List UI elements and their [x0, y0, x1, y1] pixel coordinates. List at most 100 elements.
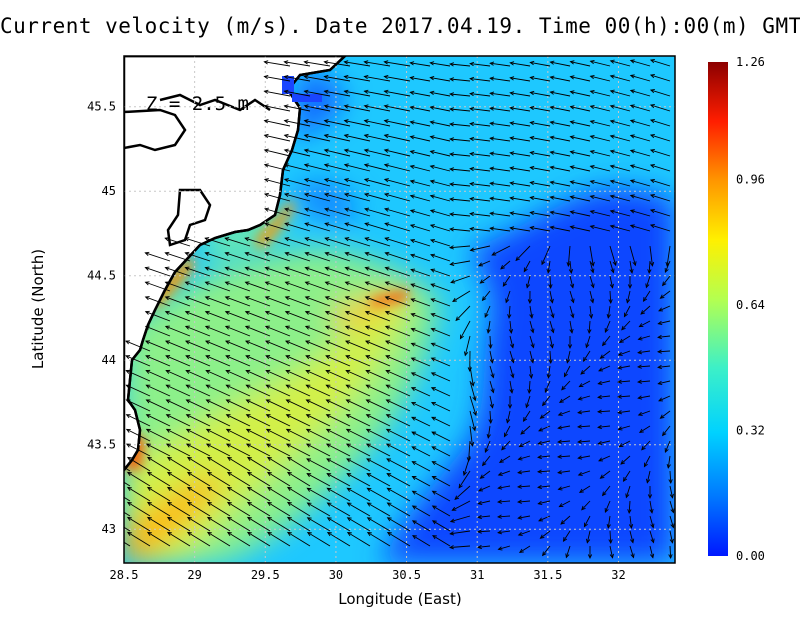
current-arrow [207, 532, 231, 547]
current-arrow [266, 384, 291, 397]
current-arrow-head [146, 471, 152, 477]
current-arrow-head [529, 105, 535, 111]
current-arrow [126, 414, 151, 427]
current-arrow [650, 224, 671, 232]
current-arrow [287, 532, 311, 547]
current-arrow-head [618, 338, 624, 343]
current-arrow-head [604, 508, 609, 514]
current-arrow-head [363, 74, 369, 80]
current-arrow [410, 136, 431, 142]
current-arrow-head [609, 59, 615, 64]
current-arrow-head [597, 380, 603, 386]
current-arrow [387, 532, 411, 547]
current-arrow-head [509, 91, 515, 96]
current-arrow [432, 446, 451, 457]
current-arrow [127, 532, 151, 547]
current-arrow-head [205, 428, 211, 433]
land-area [124, 56, 347, 473]
current-arrow [206, 370, 231, 382]
current-arrow [589, 290, 594, 303]
current-arrow [364, 178, 391, 187]
current-arrow-head [164, 266, 170, 271]
current-arrow-head [503, 432, 508, 438]
current-arrow-head [365, 340, 370, 345]
current-arrow-head [481, 461, 487, 467]
current-arrow-head [184, 237, 190, 242]
current-arrow [430, 121, 451, 127]
current-arrow-head [224, 296, 230, 301]
current-arrow [578, 395, 591, 400]
current-arrow-head [285, 340, 290, 345]
current-arrow-head [366, 531, 372, 537]
current-arrow [570, 76, 591, 82]
current-arrow [498, 530, 511, 534]
current-arrow-head [305, 369, 311, 374]
current-arrow [490, 62, 511, 67]
current-arrow-head [629, 149, 635, 154]
current-arrow [430, 269, 451, 277]
current-arrow-head [569, 180, 575, 185]
current-arrow-head [205, 384, 211, 389]
current-arrow [667, 455, 671, 468]
current-arrow-head [537, 454, 542, 460]
current-arrow [386, 399, 411, 412]
current-arrow [478, 260, 491, 267]
current-arrow-head [641, 445, 646, 451]
current-arrow [246, 399, 271, 412]
current-arrow-head [649, 179, 655, 184]
current-arrow [432, 535, 451, 547]
current-arrow [245, 355, 271, 367]
current-arrow [490, 182, 511, 187]
current-arrow [284, 208, 311, 217]
current-arrow [266, 414, 291, 427]
current-arrow [145, 311, 171, 322]
current-arrow [469, 380, 476, 401]
current-arrow-head [658, 307, 664, 312]
current-arrow-head [629, 209, 635, 214]
current-arrow-head [386, 458, 392, 463]
current-arrow-head [346, 473, 352, 478]
current-arrow [306, 370, 331, 382]
current-arrow [307, 487, 331, 502]
current-arrow [304, 134, 331, 142]
current-arrow [549, 350, 552, 364]
current-arrow-head [185, 399, 191, 404]
current-arrow [538, 500, 551, 505]
current-arrow [186, 443, 211, 457]
current-arrow [549, 335, 553, 348]
current-arrow-head [244, 310, 250, 315]
current-arrow [525, 395, 531, 408]
current-arrow [226, 428, 251, 442]
current-arrow-head [411, 520, 417, 525]
current-arrow-head [285, 428, 291, 433]
current-arrow-head [343, 192, 349, 198]
current-arrow-head [410, 298, 416, 303]
current-arrow [386, 458, 411, 472]
current-arrow-head [303, 148, 309, 153]
current-arrow-head [517, 470, 523, 475]
current-arrow [146, 384, 171, 397]
current-arrow-head [303, 192, 309, 198]
current-arrow-head [385, 428, 391, 433]
current-arrow [226, 384, 251, 397]
current-arrow-head [449, 107, 455, 112]
current-arrow-head [430, 283, 436, 288]
current-arrow-head [569, 150, 575, 155]
current-arrow-head [365, 414, 371, 419]
current-arrow [385, 281, 411, 292]
current-arrow-head [326, 487, 332, 492]
current-arrow-head [145, 428, 151, 433]
current-arrow [666, 245, 671, 266]
current-arrow [365, 281, 391, 292]
current-arrow-head [185, 369, 191, 374]
current-arrow-head [430, 268, 436, 273]
current-arrow-head [649, 194, 655, 199]
current-arrow-head [659, 414, 665, 419]
current-arrow-head [283, 178, 289, 183]
current-arrow [558, 410, 571, 416]
current-arrow-head [145, 355, 151, 360]
current-arrow-head [649, 224, 655, 229]
current-arrow-head [489, 403, 494, 409]
current-arrow [490, 137, 511, 142]
